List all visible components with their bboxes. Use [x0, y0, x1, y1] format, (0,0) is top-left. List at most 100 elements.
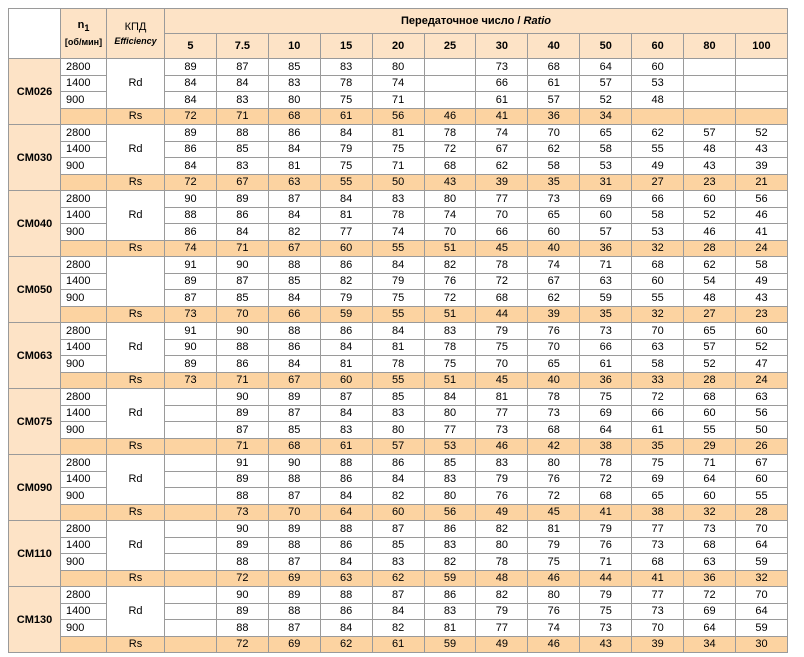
rs-value: 46	[475, 437, 529, 455]
rs-value: 72	[215, 635, 269, 653]
rs-value: 36	[683, 569, 736, 587]
rs-value: 71	[215, 437, 269, 455]
value: 43	[734, 140, 789, 158]
value	[164, 388, 217, 406]
value: 87	[164, 289, 217, 307]
value: 62	[527, 140, 581, 158]
rs-value: 72	[164, 173, 217, 191]
eff-title: КПД	[124, 20, 147, 33]
value: 64	[579, 421, 633, 439]
rs-value: 69	[267, 635, 321, 653]
data-row: 900 84 83 80 75 71 61 57 52 48	[9, 91, 789, 109]
rs-value: 44	[475, 305, 529, 323]
rs-value: 70	[267, 503, 321, 521]
value: 91	[164, 322, 217, 340]
rs-value: 55	[371, 305, 425, 323]
value: 86	[371, 454, 425, 472]
rs-value: 23	[683, 173, 736, 191]
value: 55	[631, 140, 685, 158]
rs-value: 70	[215, 305, 269, 323]
value: 58	[631, 355, 685, 373]
data-row: 900 89 86 84 81 78 75 70 65 61 58 52 47	[9, 355, 789, 373]
value: 87	[319, 388, 373, 406]
data-row: CM040 2800 Rd 90 89 87 84 83 80 77 73 69 66 60 56	[8, 190, 789, 257]
rpm: 2800	[60, 190, 107, 208]
value: 68	[631, 256, 685, 274]
value: 86	[319, 536, 373, 554]
value: 78	[475, 256, 529, 274]
rs-value: 27	[683, 305, 736, 323]
value: 84	[267, 140, 321, 158]
data-row: 1400 86 85 84 79 75 72 67 62 58 55 48 43	[9, 140, 789, 158]
value: 80	[527, 586, 581, 604]
value: 75	[319, 91, 373, 109]
rs-value: 56	[423, 503, 477, 521]
rs-value: 56	[371, 107, 425, 125]
value: 83	[423, 322, 477, 340]
rpm: 1400	[60, 602, 107, 620]
value	[164, 536, 217, 554]
value: 61	[579, 355, 633, 373]
value: 82	[371, 619, 425, 637]
data-row: CM063 2800 Rd 91 90 88 86 84 83 79 76 73 70 65 60	[8, 322, 789, 389]
value: 88	[215, 338, 269, 356]
rs-row: Rs 72 71 68 61 56 46 41 36 34	[9, 107, 789, 125]
value: 78	[423, 338, 477, 356]
value: 58	[527, 157, 581, 175]
value: 85	[267, 58, 321, 76]
rs-value: 73	[164, 371, 217, 389]
efficiency: Rd	[106, 190, 165, 241]
value: 73	[579, 322, 633, 340]
value: 85	[215, 289, 269, 307]
value: 84	[164, 74, 217, 92]
rs-row: Rs 72 69 62 61 59 49 46 43 39 34 30	[9, 635, 789, 653]
rs-value: 73	[164, 305, 217, 323]
value: 57	[579, 223, 633, 241]
rs-value: 40	[527, 371, 581, 389]
value: 86	[164, 140, 217, 158]
model: CM110	[8, 520, 61, 587]
rs-label: Rs	[106, 371, 165, 389]
rs-value: 34	[579, 107, 633, 125]
rs-value: 64	[319, 503, 373, 521]
value	[734, 91, 789, 109]
model: CM030	[8, 124, 61, 191]
value: 75	[475, 338, 529, 356]
ratio-header: Передаточное число / Ratio	[164, 8, 788, 34]
value: 89	[215, 602, 269, 620]
ratio: 30	[475, 33, 529, 59]
rpm-empty	[60, 503, 107, 521]
value: 66	[631, 404, 685, 422]
value: 90	[215, 520, 269, 538]
value: 81	[319, 206, 373, 224]
rs-value: 74	[164, 239, 217, 257]
value: 60	[734, 322, 789, 340]
value: 58	[579, 140, 633, 158]
value: 85	[423, 454, 477, 472]
rs-value: 68	[267, 107, 321, 125]
rs-label: Rs	[106, 173, 165, 191]
value: 78	[319, 74, 373, 92]
value: 56	[734, 404, 789, 422]
rs-value: 72	[215, 569, 269, 587]
value: 63	[579, 272, 633, 290]
value: 85	[215, 140, 269, 158]
value: 88	[164, 206, 217, 224]
value: 72	[423, 140, 477, 158]
value: 48	[631, 91, 685, 109]
value: 84	[215, 74, 269, 92]
value: 74	[527, 256, 581, 274]
data-row: 1400 89 87 85 82 79 76 72 67 63 60 54 49	[9, 272, 789, 290]
value: 64	[683, 619, 736, 637]
table-body: CM026 2800 Rd 89 87 85 83 80 73 68 64 60 1400 84 84 83 7…	[8, 58, 789, 653]
value: 66	[475, 223, 529, 241]
value	[683, 58, 736, 76]
value: 84	[319, 619, 373, 637]
value: 48	[683, 140, 736, 158]
rs-value: 41	[475, 107, 529, 125]
rs-row: Rs 71 68 61 57 53 46 42 38 35 29 26	[9, 437, 789, 455]
value: 80	[423, 190, 477, 208]
table-header: n1 [об/мин] КПД Efficiency Передаточное чи…	[8, 8, 789, 59]
rs-value	[164, 635, 217, 653]
value	[164, 619, 217, 637]
